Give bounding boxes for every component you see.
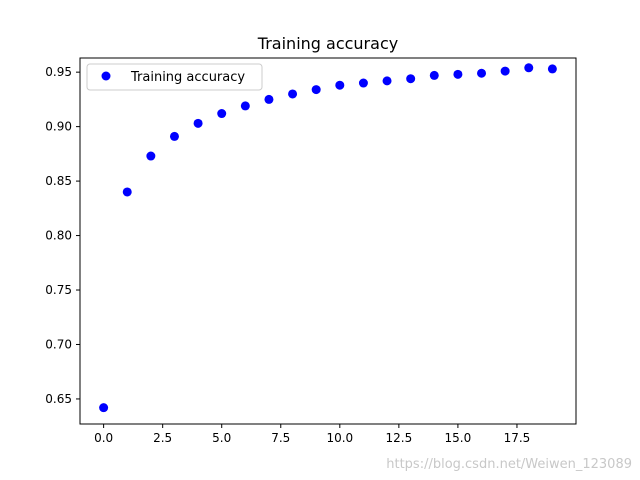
- chart-title: Training accuracy: [257, 34, 398, 53]
- x-tick-label: 15.0: [445, 431, 472, 445]
- data-point: [453, 69, 463, 79]
- x-tick-label: 0.0: [94, 431, 113, 445]
- data-point: [288, 89, 298, 99]
- data-point: [382, 76, 392, 86]
- x-tick-label: 12.5: [385, 431, 412, 445]
- legend-box: [86, 63, 263, 91]
- data-point: [406, 74, 416, 84]
- y-tick-label: 0.75: [45, 283, 72, 297]
- data-points: [99, 63, 557, 413]
- x-tick-label: 17.5: [504, 431, 531, 445]
- data-point: [122, 187, 132, 197]
- y-tick-label: 0.90: [45, 120, 72, 134]
- data-point: [146, 151, 156, 161]
- data-point: [217, 109, 227, 119]
- y-tick-label: 0.85: [45, 174, 72, 188]
- data-point: [335, 80, 345, 90]
- data-point: [524, 63, 534, 73]
- data-point: [547, 64, 557, 74]
- y-tick-label: 0.70: [45, 337, 72, 351]
- x-tick-label: 7.5: [271, 431, 290, 445]
- y-tick-label: 0.65: [45, 392, 72, 406]
- data-point: [99, 403, 109, 413]
- data-point: [358, 78, 368, 88]
- legend: Training accuracy: [86, 63, 263, 91]
- legend-label: Training accuracy: [130, 70, 245, 85]
- data-point: [169, 131, 179, 141]
- data-point: [264, 94, 274, 104]
- x-tick-label: 2.5: [153, 431, 172, 445]
- data-point: [477, 68, 487, 78]
- data-point: [193, 118, 203, 128]
- x-tick-label: 10.0: [326, 431, 353, 445]
- legend-marker: [101, 71, 111, 81]
- data-point: [311, 85, 321, 95]
- x-axis: 0.0 2.5 5.0 7.5 10.0 12.5 15.0 17.5: [94, 424, 530, 445]
- y-axis: 0.65 0.70 0.75 0.80 0.85 0.90 0.95: [45, 65, 80, 406]
- data-point: [240, 101, 250, 111]
- data-point: [429, 70, 439, 80]
- plot-area: [79, 57, 577, 425]
- y-tick-label: 0.95: [45, 65, 72, 79]
- watermark: https://blog.csdn.net/Weiwen_123089: [386, 457, 632, 472]
- y-tick-label: 0.80: [45, 229, 72, 243]
- data-point: [500, 66, 510, 76]
- x-tick-label: 5.0: [212, 431, 231, 445]
